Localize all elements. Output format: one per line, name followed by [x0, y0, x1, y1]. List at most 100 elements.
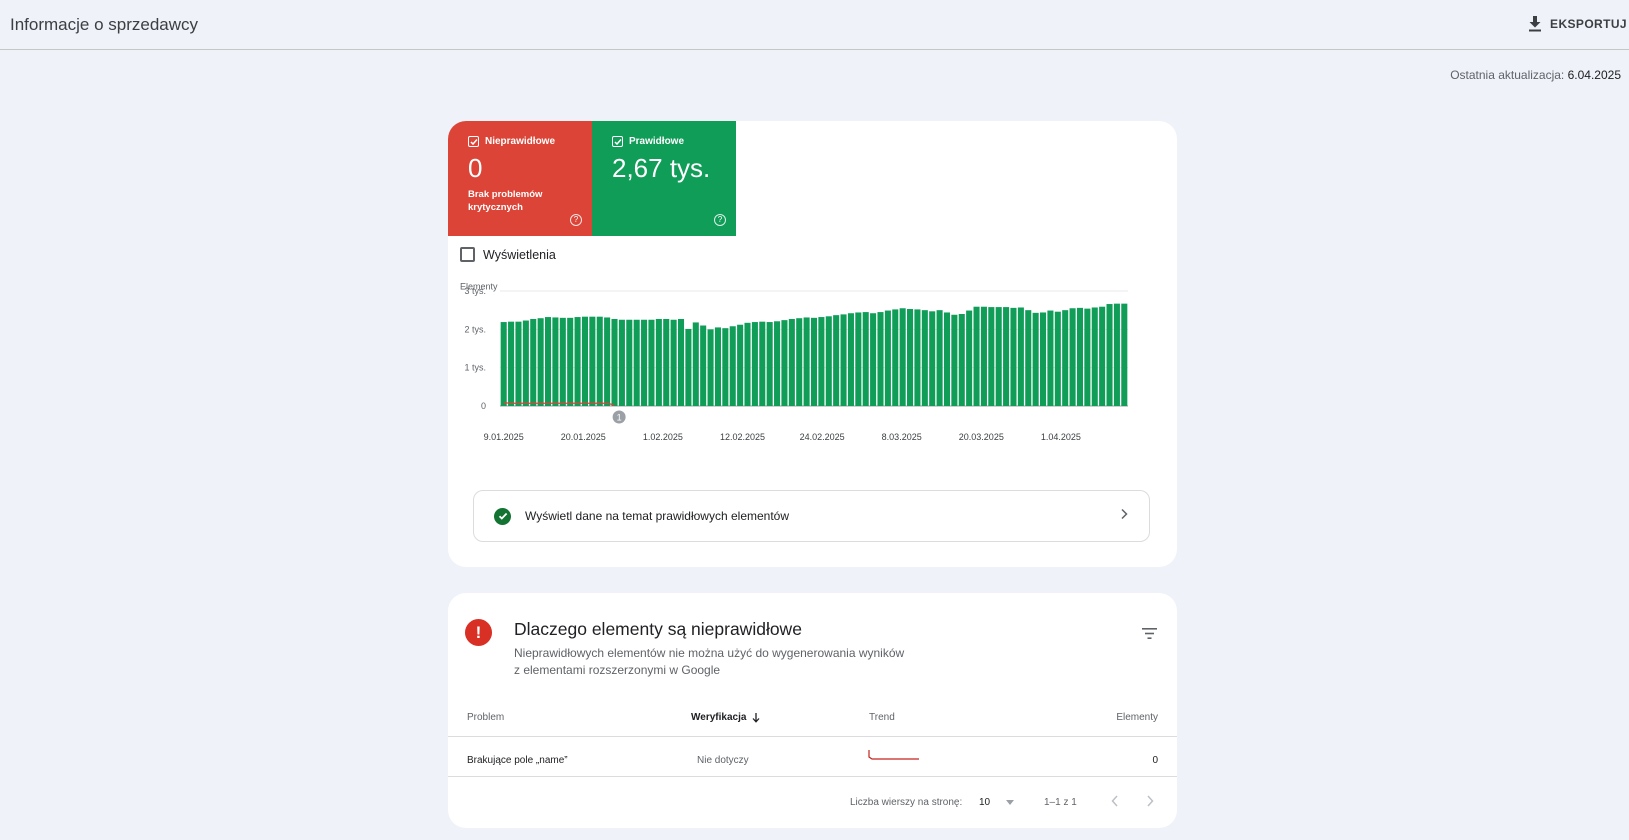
bar-valid	[670, 319, 677, 406]
bar-valid	[700, 325, 707, 406]
issues-desc-line-1: Nieprawidłowych elementów nie można użyć…	[514, 646, 905, 660]
help-icon[interactable]: ?	[714, 214, 726, 226]
bar-valid	[1062, 310, 1069, 406]
dropdown-arrow-icon	[1006, 800, 1015, 805]
bar-valid	[766, 322, 773, 406]
valid-tile[interactable]: Prawidłowe 2,67 tys. ?	[592, 121, 736, 236]
bar-valid	[618, 319, 625, 406]
rows-per-page-select[interactable]: 10	[979, 797, 1015, 808]
bar-valid	[774, 321, 781, 406]
export-button[interactable]: EKSPORTUJ	[1528, 12, 1627, 36]
bar-valid	[781, 320, 788, 406]
bar-valid	[751, 322, 758, 406]
bar-valid	[500, 322, 507, 406]
bar-valid	[1091, 307, 1098, 406]
bar-valid	[1121, 303, 1128, 406]
x-tick-label: 9.01.2025	[484, 432, 524, 442]
issues-description: Nieprawidłowych elementów nie można użyć…	[514, 645, 904, 679]
invalid-label: Nieprawidłowe	[485, 136, 556, 147]
error-icon: !	[465, 619, 492, 646]
bar-valid	[803, 317, 810, 406]
bar-valid	[1084, 308, 1091, 406]
checkbox-checked-icon[interactable]	[612, 136, 623, 147]
bar-valid	[567, 317, 574, 406]
issues-desc-line-2: z elementami rozszerzonymi w Google	[514, 663, 721, 677]
bar-valid	[1003, 307, 1010, 406]
bar-valid	[633, 319, 640, 406]
row-problem: Brakujące pole „name”	[467, 755, 568, 766]
valid-link-label: Wyświetl dane na temat prawidłowych elem…	[525, 509, 790, 523]
page-title: Informacje o sprzedawcy	[10, 15, 199, 34]
bar-valid	[544, 317, 552, 406]
top-bar: Informacje o sprzedawcy EKSPORTUJ	[0, 0, 1629, 50]
checkbox-checked-icon[interactable]	[468, 136, 479, 147]
bar-valid	[522, 320, 529, 406]
x-tick-label: 1.04.2025	[1041, 432, 1081, 442]
bar-valid	[958, 314, 965, 406]
impressions-label: Wyświetlenia	[483, 247, 556, 262]
bar-valid	[596, 316, 603, 406]
help-icon[interactable]: ?	[570, 214, 582, 226]
bar-valid	[626, 319, 633, 406]
bar-valid	[677, 318, 685, 406]
last-update-label: Ostatnia aktualizacja:	[1450, 68, 1565, 82]
invalid-tile[interactable]: Nieprawidłowe 0 Brak problemów krytyczny…	[448, 121, 592, 236]
chart-svg: Elementy 0 1 tys. 2 tys. 3 tys. 9.01.2025 20.0…	[460, 281, 1128, 442]
filter-icon[interactable]	[1142, 626, 1157, 644]
bar-valid	[552, 317, 559, 406]
bar-valid	[537, 318, 544, 406]
bar-valid	[611, 318, 618, 406]
bar-valid	[759, 321, 766, 406]
bar-valid	[988, 307, 995, 406]
row-trend-sparkline	[868, 750, 919, 760]
y-tick-label: 3 tys.	[464, 286, 486, 296]
chevron-left-icon	[1111, 795, 1118, 807]
bar-valid	[862, 312, 869, 406]
bar-valid	[818, 317, 825, 406]
bar-valid	[936, 310, 943, 406]
bar-valid	[870, 313, 877, 406]
bar-valid	[559, 317, 566, 406]
x-tick-label: 8.03.2025	[882, 432, 922, 442]
bar-valid	[980, 306, 987, 406]
checkbox-empty-icon[interactable]	[460, 247, 475, 262]
items-chart: Elementy 0 1 tys. 2 tys. 3 tys. 9.01.2025 20.0…	[448, 281, 1177, 461]
col-verification-header[interactable]: Weryfikacja	[691, 712, 760, 723]
prev-page-button[interactable]	[1110, 794, 1120, 811]
bar-valid	[574, 317, 581, 406]
last-update: Ostatnia aktualizacja: 6.04.2025	[1450, 68, 1621, 82]
bar-valid	[722, 328, 729, 406]
bar-valid	[1047, 310, 1054, 406]
x-tick-label: 24.02.2025	[800, 432, 845, 442]
bar-valid	[907, 309, 914, 406]
bar-valid	[973, 306, 980, 406]
arrow-down-icon	[752, 712, 760, 723]
col-problem-header[interactable]: Problem	[467, 712, 505, 723]
bar-valid	[810, 317, 818, 406]
bar-valid	[1113, 303, 1120, 406]
divider	[448, 736, 1177, 737]
bar-valid	[825, 316, 832, 406]
next-page-button[interactable]	[1145, 794, 1155, 811]
bar-valid	[1054, 311, 1061, 406]
bar-valid	[899, 308, 906, 406]
bar-valid	[737, 324, 744, 406]
col-items-header[interactable]: Elementy	[1116, 712, 1158, 723]
x-tick-label: 20.01.2025	[561, 432, 606, 442]
y-tick-label: 1 tys.	[464, 363, 486, 373]
issues-card: ! Dlaczego elementy są nieprawidłowe Nie…	[448, 593, 1177, 828]
bar-valid	[1032, 312, 1039, 406]
bar-valid	[1040, 312, 1047, 406]
row-items: 0	[1152, 755, 1158, 766]
rows-per-page-label: Liczba wierszy na stronę:	[850, 797, 963, 808]
view-valid-items-link[interactable]: Wyświetl dane na temat prawidłowych elem…	[473, 490, 1150, 542]
rows-per-page-value: 10	[979, 797, 991, 808]
bar-valid	[892, 309, 899, 406]
bar-valid	[847, 313, 854, 406]
valid-count: 2,67 tys.	[612, 153, 711, 183]
bar-valid	[840, 314, 847, 406]
impressions-toggle[interactable]: Wyświetlenia	[460, 247, 556, 262]
bar-valid	[1106, 304, 1113, 406]
invalid-series-line	[503, 402, 615, 406]
bar-valid	[707, 329, 714, 406]
